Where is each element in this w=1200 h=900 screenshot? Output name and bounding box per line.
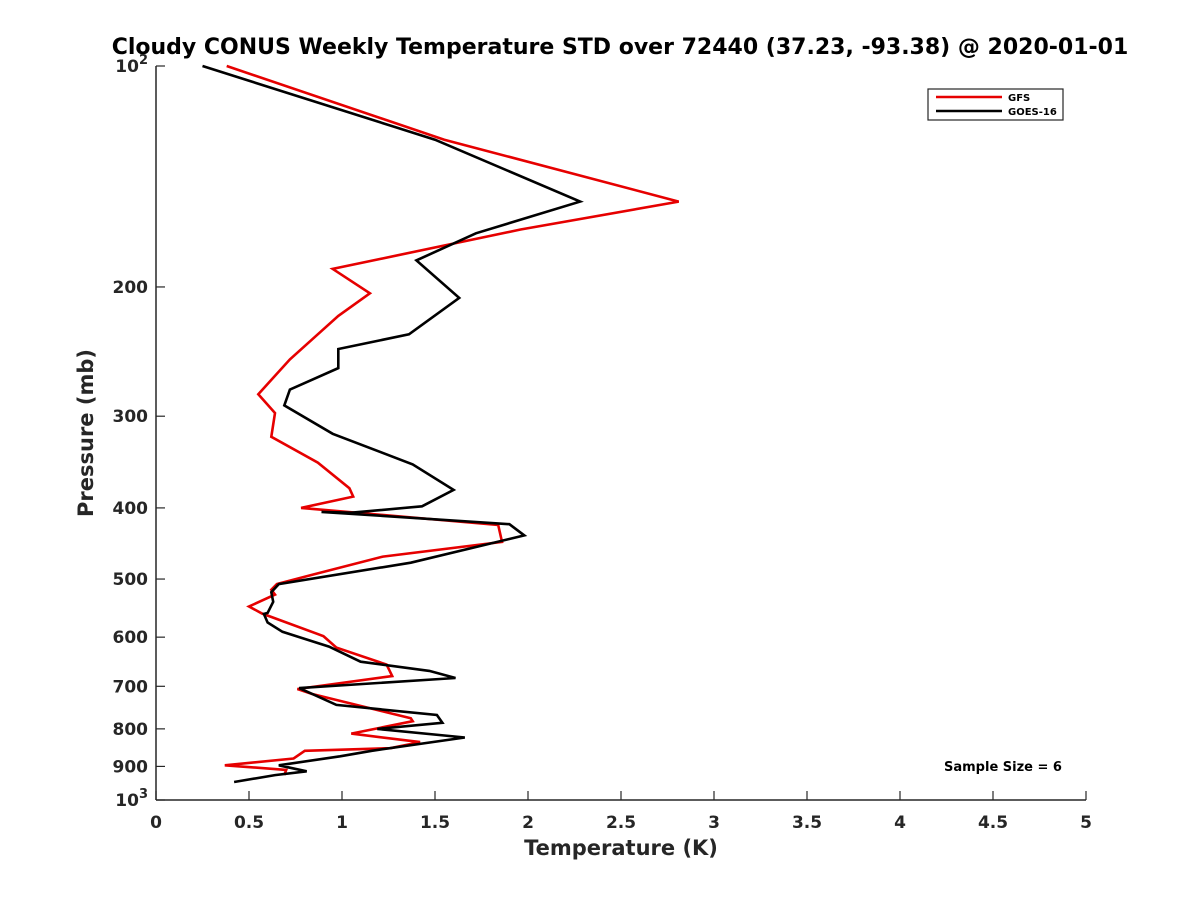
y-axis-label: Pressure (mb) [74,349,98,517]
y-tick-label: 300 [113,407,149,427]
sample-size-annotation: Sample Size = 6 [944,760,1062,775]
chart-title: Cloudy CONUS Weekly Temperature STD over… [112,35,1129,60]
series-line-goes-16 [202,64,584,784]
x-tick-label: 1 [336,813,348,833]
y-tick-label: 900 [113,757,149,777]
x-tick-label: 0 [150,813,162,833]
y-tick-base: 200 [113,278,149,298]
x-tick-label: 5 [1080,813,1092,833]
x-tick-label: 2.5 [606,813,636,833]
y-tick-label: 600 [113,628,149,648]
y-tick-base: 10 [115,57,139,77]
x-tick-label: 4.5 [978,813,1008,833]
y-tick-label: 800 [113,720,149,740]
y-tick-label: 700 [113,677,149,697]
legend-box [927,88,1064,121]
y-tick-label: 200 [113,278,149,298]
legend-entry-label: GFS [1008,93,1030,104]
y-tick-base: 10 [115,791,139,811]
x-tick-label: 3 [708,813,720,833]
y-tick-base: 800 [113,720,149,740]
y-tick-base: 700 [113,677,149,697]
x-tick-label: 3.5 [792,813,822,833]
y-tick-label: 102 [115,53,148,77]
x-tick-label: 4 [894,813,906,833]
y-tick-base: 500 [113,570,149,590]
y-tick-base: 600 [113,628,149,648]
x-axis-ticks: 0 0.5 1 1.5 2 2.5 3 3.5 4 4.5 5 [150,791,1092,833]
legend-entry-label: GOES-16 [1008,107,1057,118]
y-tick-exponent: 3 [139,787,148,802]
x-axis-label: Temperature (K) [524,836,718,860]
x-tick-label: 0.5 [234,813,264,833]
series-layer [202,64,680,784]
y-tick-base: 400 [113,499,149,519]
y-tick-base: 900 [113,757,149,777]
y-tick-label: 103 [115,787,148,811]
y-tick-exponent: 2 [139,53,148,68]
y-tick-base: 300 [113,407,149,427]
x-tick-label: 1.5 [420,813,450,833]
x-tick-label: 2 [522,813,534,833]
y-tick-label: 500 [113,570,149,590]
series-line-gfs [224,64,680,776]
legend: GFS GOES-16 [927,88,1064,121]
y-tick-label: 400 [113,499,149,519]
plot-area [155,66,1086,801]
